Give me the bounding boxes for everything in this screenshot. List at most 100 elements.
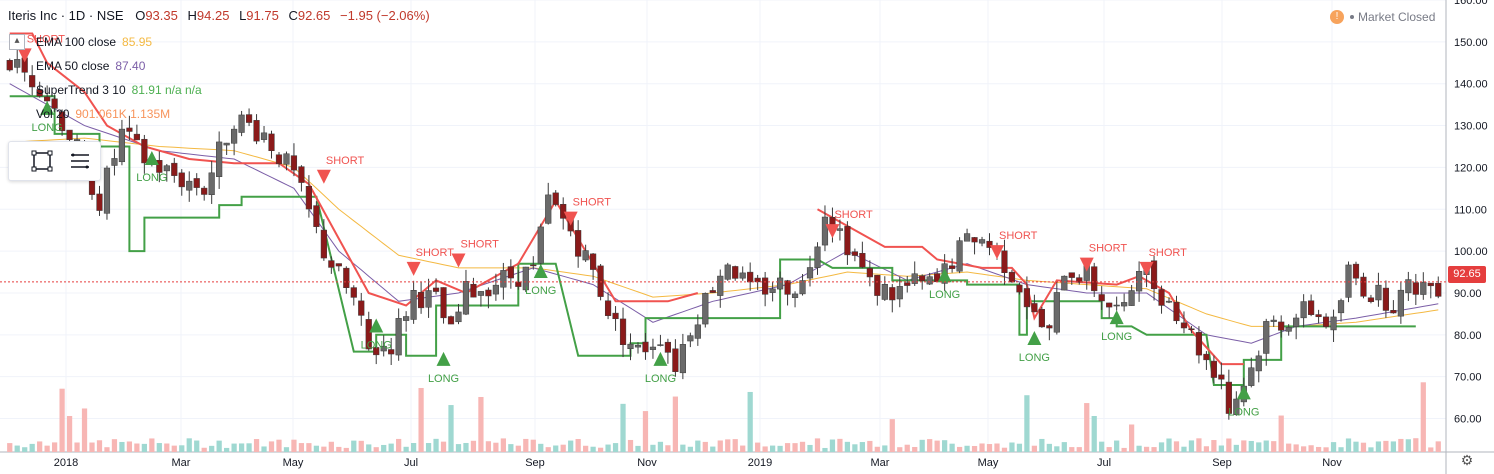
candle-body [156,160,163,173]
ema50-line [9,83,1439,344]
candle-body [208,172,215,196]
volume-bar [1046,443,1052,452]
volume-bar [523,438,529,452]
volume-bar [37,441,43,452]
chevron-up-icon[interactable]: ▴ [9,34,25,50]
volume-bar [575,438,581,452]
candle-body [141,138,148,164]
candle-body [1098,294,1105,302]
volume-bar [867,440,873,452]
candle-body [223,142,230,146]
volume-bar [852,444,858,452]
volume-bar [261,446,267,452]
short-signal-arrow [451,253,466,268]
volume-bar [1330,442,1337,452]
candle-body [365,319,372,350]
candle-body [1225,381,1232,414]
volume-bar [949,443,955,452]
volume-bar [769,445,776,452]
volume-bar [1188,440,1195,452]
volume-bar [702,441,708,452]
volume-bar [919,439,925,452]
gear-icon[interactable]: ⚙ [1460,452,1474,468]
candle-body [126,127,133,132]
market-status[interactable]: ! Market Closed [1330,10,1435,24]
candle-body [754,277,761,283]
candle-body [889,287,896,301]
short-signal-label: SHORT [573,197,612,209]
candle-body [1390,310,1397,314]
candle-body [1106,302,1113,308]
symbol-title[interactable]: Iteris Inc · 1D · NSE [8,8,124,23]
candle-body [1375,284,1382,301]
x-tick-label: Nov [1322,457,1342,469]
rectangle-select-icon[interactable] [31,150,53,172]
volume-bar [665,445,671,452]
volume-bar [298,443,305,452]
volume-bar [478,396,484,452]
legend-row-ema50[interactable]: EMA 50 close 87.40 [8,54,202,78]
candle-body [163,165,170,172]
y-tick-label: 60.00 [1454,414,1482,426]
volume-bar [246,443,252,452]
volume-bar [111,439,118,452]
candle-body [919,275,926,282]
volume-bar [14,445,20,452]
long-signal-label: LONG [428,373,459,385]
candle-body [904,282,911,286]
long-signal-arrow [533,264,548,279]
volume-bar [1286,443,1292,452]
candle-body [373,347,380,356]
volume-bar [657,441,664,452]
volume-bar [1173,441,1180,452]
candle-body [395,318,402,356]
supertrend-short-line [817,208,1244,366]
drawing-toolbox [8,141,101,181]
candle-body [1248,367,1255,386]
legend-row-ema100[interactable]: EMA 100 close 85.95 [8,30,202,54]
volume-bar [164,443,170,452]
volume-bar [889,419,895,452]
legend-row-volume[interactable]: Vol 20 901.061K 1.135M [8,102,202,126]
volume-bar [650,444,656,452]
legend-row-supertrend[interactable]: SuperTrend 3 10 81.91 n/a n/a [8,78,202,102]
volume-bar [194,440,200,452]
volume-bar [1435,441,1441,452]
candle-body [762,277,769,295]
candle-body [874,274,881,296]
volume-bar [1368,447,1374,452]
volume-bar [1383,440,1389,452]
candle-body [66,129,73,140]
volume-bar [822,447,828,452]
y-tick-label: 100.00 [1454,246,1488,258]
candle-body [245,114,253,123]
volume-bar [186,438,192,452]
long-signal-label: LONG [525,285,556,297]
volume-bar [74,442,80,452]
volume-bar [799,441,806,452]
candle-body [1420,281,1427,295]
menu-lines-icon[interactable] [69,150,91,172]
volume-bar [388,443,394,452]
candle-body [732,266,739,279]
candle-body [1360,276,1367,297]
candle-body [1173,301,1180,322]
volume-bar [59,388,65,452]
candle-body [963,233,971,242]
long-signal-label: LONG [645,373,676,385]
candle-body [231,128,238,144]
short-signal-label: SHORT [460,238,499,250]
volume-bar [687,446,693,452]
candle-body [14,59,21,68]
volume-bar [448,405,454,452]
candle-body [619,318,627,345]
volume-bar [1315,446,1322,452]
volume-bar [1256,442,1262,452]
long-signal-label: LONG [1019,352,1050,364]
volume-bar [1398,438,1404,452]
candle-body [1150,260,1158,290]
candle-body [522,266,529,291]
volume-bar [642,411,649,452]
